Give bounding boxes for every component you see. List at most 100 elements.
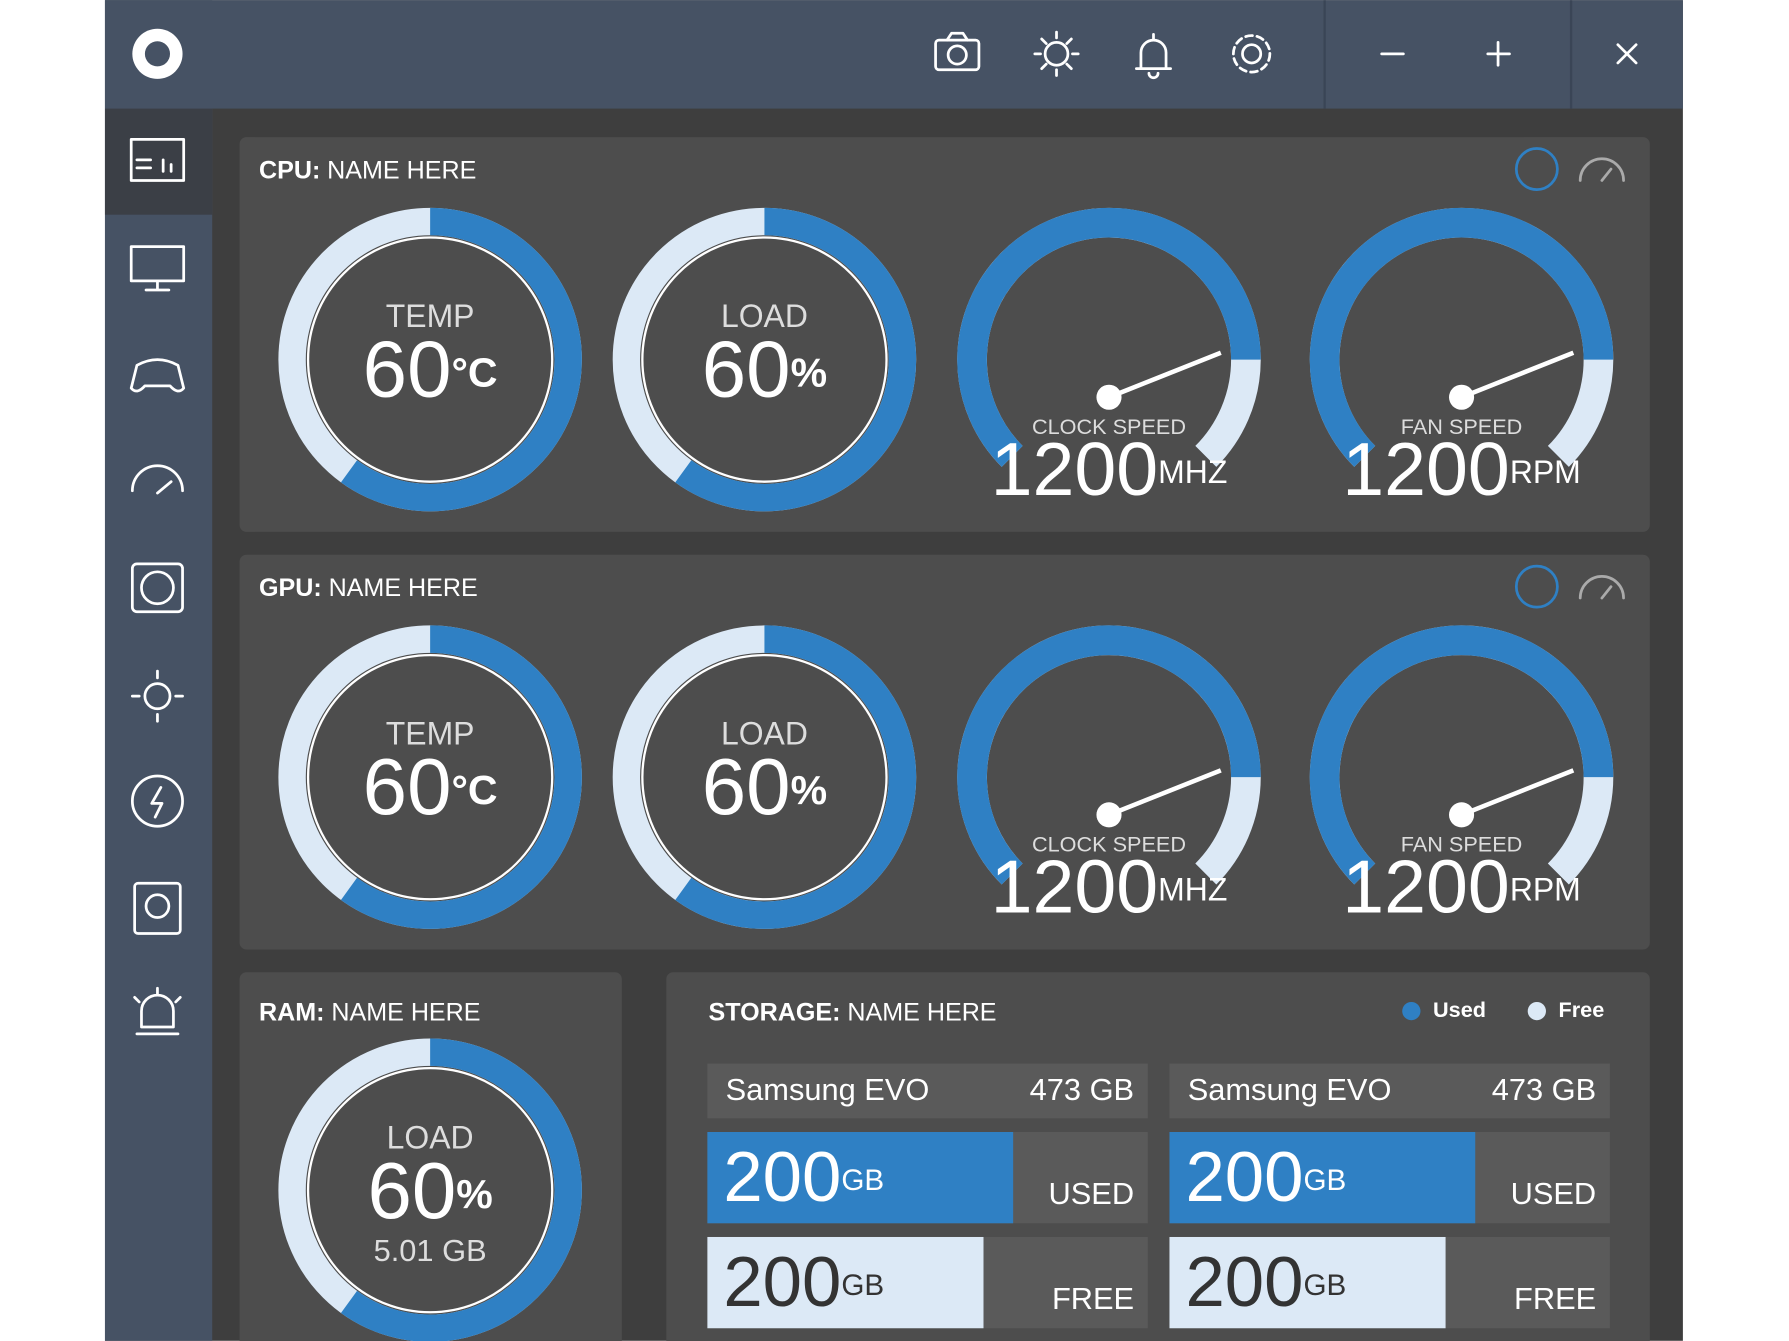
used-reading: 200GB — [723, 1137, 884, 1216]
maximize-button[interactable] — [1486, 41, 1511, 67]
toggle-gauge — [1578, 157, 1625, 182]
panel-label: RAM: — [259, 998, 325, 1026]
gauge-number: 1200 — [991, 427, 1159, 511]
ring-unit: °C — [452, 349, 498, 395]
drive-name: Samsung EVO — [726, 1072, 930, 1107]
legend-dot — [1527, 1001, 1546, 1021]
panel-label: STORAGE: — [709, 998, 841, 1026]
free-reading: 200GB — [1185, 1242, 1346, 1321]
ring-inner — [641, 236, 888, 483]
free-number: 200 — [1185, 1242, 1303, 1321]
ring-reading: 60°C — [363, 742, 498, 831]
gauge-number: 1200 — [1342, 427, 1510, 511]
used-reading: 200GB — [1185, 1137, 1346, 1216]
used-bar — [1169, 1132, 1476, 1224]
ring-value — [278, 625, 582, 929]
legend-dot — [1402, 1001, 1421, 1021]
free-unit: GB — [1303, 1269, 1346, 1302]
panel — [239, 137, 1650, 532]
gauge-reading: 1200RPM — [1342, 844, 1581, 928]
gauge-label: CLOCK SPEED — [1032, 831, 1186, 856]
panel-name: NAME HERE — [327, 156, 476, 184]
free-number: 200 — [723, 1242, 841, 1321]
gauge-fill — [1309, 625, 1614, 885]
ring-unit: % — [791, 349, 828, 395]
ring-inner — [306, 1066, 554, 1314]
ring-number: 60 — [363, 742, 452, 831]
panel-title: CPU: NAME HERE — [259, 156, 476, 184]
ring-number: 60 — [702, 742, 791, 831]
ring-label: LOAD — [721, 716, 808, 752]
ring-detail: 5.01 GB — [374, 1233, 487, 1268]
panel-title: STORAGE: NAME HERE — [709, 998, 997, 1026]
ring-inner — [306, 236, 554, 483]
top-bar — [104, 0, 1683, 109]
gauge-needle — [1460, 350, 1575, 400]
gauge-fill — [957, 207, 1261, 467]
drive-name: Samsung EVO — [1188, 1072, 1392, 1107]
gauge-label: FAN SPEED — [1401, 414, 1523, 439]
sidebar-active — [104, 108, 213, 215]
close-button[interactable] — [1616, 43, 1638, 65]
gauge-needle — [1108, 768, 1222, 817]
free-label: FREE — [1052, 1281, 1134, 1316]
gauge-hub — [1096, 802, 1122, 828]
drive-size: 473 GB — [1030, 1072, 1134, 1107]
drive-header — [707, 1063, 1148, 1119]
gauge-unit: RPM — [1510, 454, 1581, 490]
legend-label: Used — [1433, 997, 1486, 1022]
panel-label: GPU: — [259, 574, 322, 602]
ring-value — [278, 1038, 582, 1341]
gauge-label: FAN SPEED — [1401, 831, 1523, 856]
gauge-needle — [1108, 350, 1222, 400]
gauge-reading: 1200RPM — [1342, 427, 1581, 511]
view-toggle[interactable] — [1514, 564, 1625, 609]
gauge-unit: MHZ — [1158, 454, 1227, 490]
gauge-hub — [1448, 802, 1475, 828]
used-label: USED — [1049, 1176, 1135, 1211]
panel — [239, 972, 622, 1341]
ring-value — [278, 207, 582, 512]
gauge-hub — [1448, 384, 1475, 410]
gauge-unit: MHZ — [1158, 872, 1227, 908]
ring-label: TEMP — [386, 298, 475, 334]
notifications-button[interactable] — [1135, 33, 1172, 80]
toggle-gauge — [1578, 575, 1625, 600]
used-bar — [707, 1132, 1014, 1224]
screenshot-button[interactable] — [934, 31, 981, 72]
gauge-fill — [957, 625, 1261, 885]
ring-unit: % — [791, 767, 828, 813]
drive-size: 473 GB — [1492, 1072, 1596, 1107]
settings-button[interactable] — [1231, 34, 1272, 74]
legend-label: Free — [1559, 997, 1605, 1022]
brightness-button[interactable] — [1033, 30, 1080, 77]
ring-inner — [641, 653, 888, 901]
gauge-label: CLOCK SPEED — [1032, 414, 1186, 439]
panel-name: NAME HERE — [847, 998, 996, 1026]
panel-name: NAME HERE — [331, 998, 480, 1026]
free-label: FREE — [1514, 1281, 1596, 1316]
gauge-fill — [1309, 207, 1614, 467]
gauge-reading: 1200MHZ — [991, 427, 1228, 511]
ring-label: TEMP — [386, 716, 475, 752]
ring-value — [612, 207, 917, 512]
ring-reading: 60°C — [363, 325, 498, 414]
ring-number: 60 — [363, 325, 452, 414]
sidebar-icons[interactable] — [129, 138, 186, 1036]
ring-reading: 60% — [367, 1146, 492, 1235]
gauge-hub — [1096, 384, 1122, 410]
ring-value — [612, 625, 917, 929]
view-toggle[interactable] — [1514, 147, 1625, 191]
ring-label: LOAD — [387, 1119, 474, 1155]
free-reading: 200GB — [723, 1242, 884, 1321]
ring-reading: 60% — [702, 325, 827, 414]
ring-label: LOAD — [721, 298, 808, 334]
ring-number: 60 — [702, 325, 791, 414]
panel — [239, 554, 1650, 950]
logo — [132, 28, 183, 79]
gauge-number: 1200 — [1342, 844, 1510, 928]
used-unit: GB — [1303, 1164, 1346, 1197]
used-number: 200 — [723, 1137, 841, 1216]
